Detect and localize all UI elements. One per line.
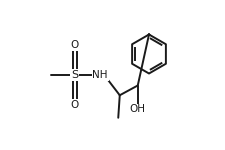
Text: NH: NH (92, 70, 108, 80)
Text: S: S (71, 70, 78, 80)
Text: O: O (70, 40, 79, 50)
Text: O: O (70, 100, 79, 110)
Text: OH: OH (129, 105, 145, 114)
